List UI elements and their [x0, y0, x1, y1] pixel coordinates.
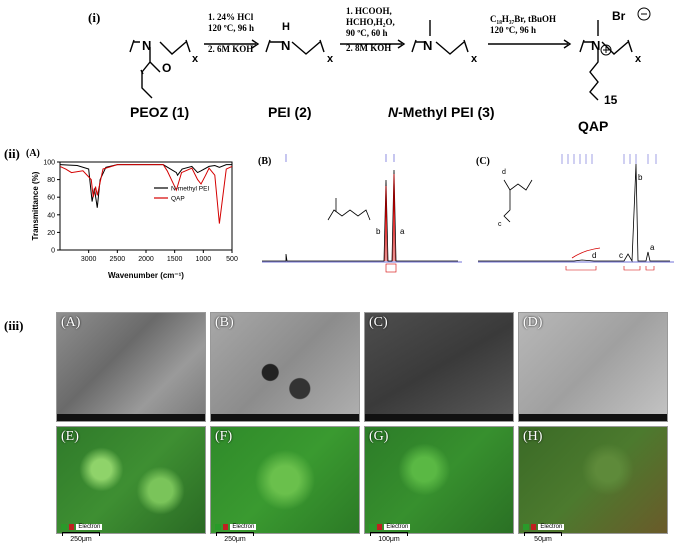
nmr-c-panel-label: (C) — [476, 156, 490, 167]
atom-H-pei: H — [282, 21, 290, 33]
sem-image-b: (B) — [210, 312, 360, 422]
eds-panel-label: (H) — [523, 429, 543, 444]
scale-bar-g: 100μm — [370, 532, 408, 543]
ftir-ytick-label: 100 — [43, 160, 55, 167]
scale-bar-h: 50μm — [524, 532, 562, 543]
atom-O-peoz: O — [162, 61, 171, 75]
nmr-b-peak-b: b — [376, 227, 381, 236]
ftir-ytick-label: 80 — [47, 177, 55, 184]
atom-N-qap: N — [591, 38, 600, 53]
atom-N-pei: N — [281, 38, 290, 53]
compound-peoz-label: PEOZ (1) — [130, 104, 190, 120]
sem-panel-label: (B) — [215, 315, 234, 330]
ftir-xtick-label: 2500 — [110, 256, 126, 263]
ftir-legend-label: QAP — [171, 196, 185, 203]
eds-map-h: (H) Electron — [518, 426, 668, 534]
ftir-xtick-label: 500 — [226, 256, 238, 263]
ftir-ytick-label: 20 — [47, 230, 55, 237]
eds-panel-label: (G) — [369, 429, 389, 444]
nmr-b-peak-a: a — [400, 227, 405, 236]
ftir-ytick-label: 60 — [47, 195, 55, 202]
nmr-b-spectrum: b a — [262, 154, 462, 273]
scale-bar-e: 250μm — [62, 532, 100, 543]
eds-map-e: (E) Electron — [56, 426, 206, 534]
section-label-i: (i) — [88, 10, 101, 25]
atom-N-mpei: N — [423, 38, 432, 53]
ftir-xtick-label: 1500 — [167, 256, 183, 263]
step2-conditions: 1. HCOOH, HCHO,H₂O, 90 ºC, 60 h 2. 8M KO… — [346, 6, 395, 53]
atom-N-peoz: N — [142, 38, 151, 53]
section-label-iii: (iii) — [4, 318, 24, 333]
ftir-ytick-label: 40 — [47, 212, 55, 219]
ftir-xlabel: Wavenumber (cm⁻¹) — [108, 271, 184, 280]
repeat-x-mpei: x — [471, 53, 478, 65]
eds-map-g: (G) Electron — [364, 426, 514, 534]
ftir-xtick-label: 2000 — [138, 256, 154, 263]
step1-conditions: 1. 24% HCl 120 ºC, 96 h 2. 6M KOH — [208, 12, 254, 54]
scale-bar-f: 250μm — [216, 532, 254, 543]
nmr-c-peak-c: c — [619, 251, 623, 260]
ftir-ylabel: Transmittance (%) — [31, 171, 40, 240]
nmr-c-struct-c: c — [498, 221, 502, 228]
repeat-x-peoz: x — [192, 53, 199, 65]
eds-panel-label: (E) — [61, 429, 79, 444]
repeat-x-qap: x — [635, 53, 642, 65]
step3-conditions: C₁₈H₃₇Br, tBuOH 120 ºC, 96 h — [490, 14, 556, 35]
nmr-c-peak-a: a — [650, 243, 655, 252]
eds-panel-label: (F) — [215, 429, 233, 444]
sem-image-c: (C) — [364, 312, 514, 422]
sem-image-d: (D) — [518, 312, 668, 422]
sem-image-a: (A) — [56, 312, 206, 422]
nmr-c-spectrum: d c d c b a — [478, 154, 674, 271]
section-label-ii: (ii) — [4, 146, 20, 161]
ftir-series-line — [59, 164, 233, 224]
repeat-x-pei: x — [327, 53, 334, 65]
nmr-b-panel-label: (B) — [258, 156, 272, 167]
eds-legend: Electron — [523, 524, 565, 530]
nmr-c-struct-d: d — [502, 169, 506, 176]
sem-panel-label: (A) — [61, 315, 81, 330]
eds-legend: Electron — [369, 524, 411, 530]
chain-15-qap: 15 — [604, 93, 618, 107]
nmr-c-peak-d: d — [592, 251, 596, 260]
positive-charge-icon — [600, 44, 612, 56]
compound-mpei-label: N-Methyl PEI (3) — [388, 104, 495, 120]
compound-qap-label: QAP — [578, 118, 609, 134]
eds-legend: Electron — [61, 524, 103, 530]
ftir-ytick-label: 0 — [51, 248, 55, 255]
ftir-chart: 3000 2500 2000 1500 1000 500 0 20 40 60 80 100 Wave… — [31, 160, 238, 281]
compound-pei-label: PEI (2) — [268, 104, 312, 120]
sem-panel-label: (D) — [523, 315, 543, 330]
reaction-scheme-structures: N O x H N x N x N Br x 15 — [129, 7, 651, 107]
ftir-legend-label: N-methyl PEI — [171, 186, 209, 193]
eds-map-f: (F) Electron — [210, 426, 360, 534]
ftir-xtick-label: 3000 — [81, 256, 97, 263]
nmr-c-peak-b: b — [638, 173, 643, 182]
ftir-panel-label: (A) — [26, 148, 40, 159]
negative-charge-icon — [637, 7, 651, 21]
atom-Br-qap: Br — [612, 9, 626, 23]
sem-panel-label: (C) — [369, 315, 388, 330]
ftir-xtick-label: 1000 — [196, 256, 212, 263]
eds-legend: Electron — [215, 524, 257, 530]
ftir-plot-frame — [59, 161, 233, 251]
